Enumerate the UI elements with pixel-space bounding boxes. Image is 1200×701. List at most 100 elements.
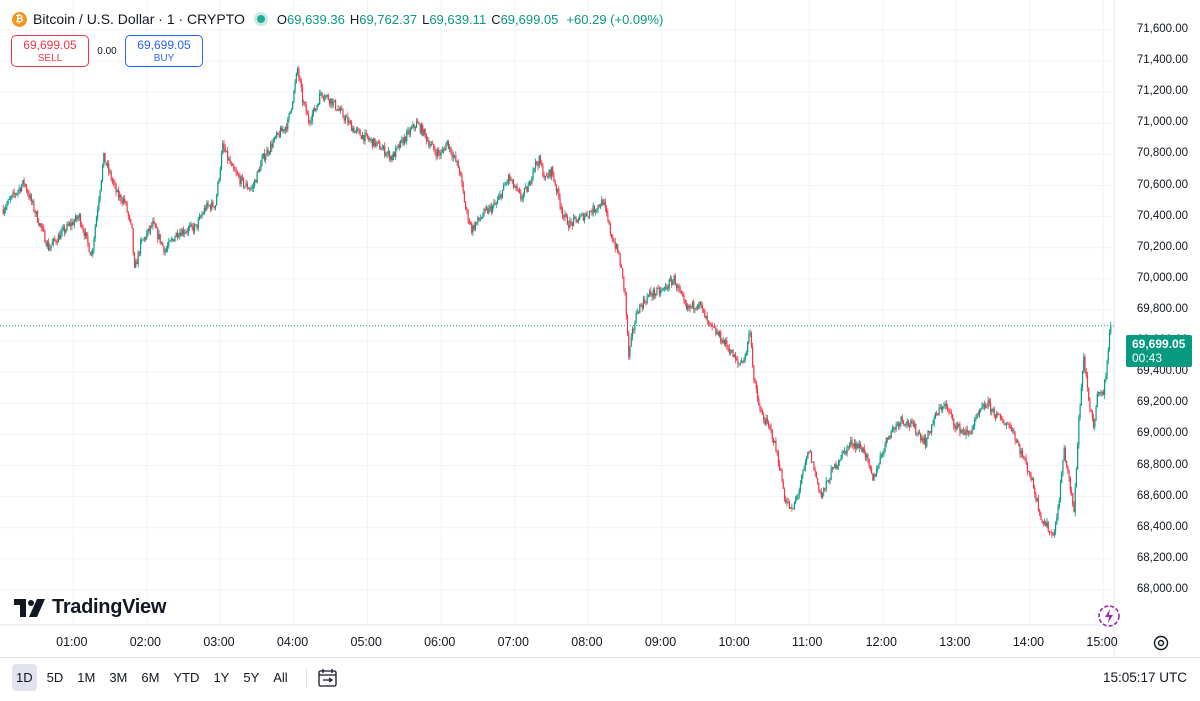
candle	[261, 154, 263, 167]
candle	[398, 141, 400, 151]
candle	[1078, 414, 1080, 449]
candle	[43, 224, 45, 233]
candle	[764, 417, 766, 426]
candle	[158, 230, 160, 241]
candle	[162, 241, 164, 247]
candle	[272, 138, 274, 149]
candle	[639, 303, 641, 314]
candle	[958, 422, 960, 428]
candle	[873, 472, 875, 482]
candle	[395, 144, 397, 160]
candle	[588, 210, 591, 220]
candle	[610, 233, 613, 239]
candle	[804, 458, 806, 472]
candle	[550, 166, 553, 181]
candle	[312, 107, 315, 117]
candle	[994, 414, 997, 422]
candle	[200, 214, 202, 219]
candle	[912, 419, 914, 427]
candle	[108, 160, 110, 176]
candle	[1002, 416, 1004, 424]
range-button-6m[interactable]: 6M	[141, 670, 160, 685]
candle	[465, 200, 467, 211]
candle	[944, 400, 946, 410]
candle	[476, 222, 478, 226]
candle	[163, 245, 165, 256]
candle	[263, 149, 266, 163]
candle	[115, 182, 117, 197]
candle	[674, 273, 676, 286]
candle	[858, 440, 860, 453]
time-tick-label: 10:00	[718, 635, 750, 649]
tradingview-logo[interactable]: TradingView	[14, 596, 166, 619]
candle	[438, 147, 440, 157]
candle	[48, 238, 50, 252]
price-tick-label: 71,000.00	[1136, 116, 1188, 129]
candle	[106, 160, 109, 169]
range-button-1y[interactable]: 1Y	[213, 670, 230, 685]
candle	[350, 119, 353, 131]
candle	[439, 149, 441, 160]
range-button-5d[interactable]: 5D	[46, 670, 64, 685]
candle	[841, 449, 843, 460]
lightning-icon[interactable]	[1097, 604, 1121, 628]
candle	[262, 153, 264, 159]
candle	[170, 236, 172, 243]
range-button-all[interactable]: All	[273, 670, 288, 685]
candle	[996, 410, 998, 419]
candle	[834, 463, 836, 469]
symbol-title[interactable]: Bitcoin / U.S. Dollar · 1 · CRYPTO	[33, 11, 245, 27]
clock-time[interactable]: 15:05:17 UTC	[1102, 670, 1187, 685]
candle	[853, 438, 856, 449]
candle	[924, 434, 927, 450]
gear-icon[interactable]	[1152, 634, 1170, 652]
candle	[489, 203, 491, 212]
candle	[815, 471, 818, 479]
range-button-1m[interactable]: 1M	[77, 670, 96, 685]
candle	[661, 287, 663, 293]
candle	[695, 305, 697, 311]
candle	[201, 211, 203, 220]
candle	[1088, 387, 1090, 401]
candle	[1059, 479, 1062, 503]
range-button-5y[interactable]: 5Y	[243, 670, 260, 685]
candle	[645, 301, 647, 306]
candle	[184, 228, 186, 238]
candle	[117, 186, 120, 201]
range-button-3m[interactable]: 3M	[109, 670, 128, 685]
price-chart[interactable]	[0, 0, 1200, 657]
range-button-ytd[interactable]: YTD	[173, 670, 200, 685]
candle	[809, 449, 811, 453]
price-tick-label: 68,600.00	[1136, 489, 1188, 502]
sell-button[interactable]: 69,699.05 SELL	[11, 35, 89, 67]
candle	[949, 408, 951, 414]
buy-button[interactable]: 69,699.05 BUY	[125, 35, 203, 67]
candle	[962, 427, 965, 436]
candle	[95, 215, 98, 228]
candle	[774, 440, 776, 444]
calendar-range-icon[interactable]	[317, 668, 339, 688]
candle	[620, 263, 622, 269]
candle	[83, 227, 85, 240]
candle	[921, 434, 923, 442]
candle	[721, 338, 723, 345]
candle	[440, 149, 442, 160]
price-tick-label: 71,200.00	[1136, 85, 1188, 98]
candle	[369, 136, 371, 143]
candle	[776, 449, 778, 456]
candle	[195, 224, 197, 226]
candle	[781, 467, 783, 483]
candle	[1094, 418, 1096, 431]
candle	[542, 162, 544, 178]
range-button-1d[interactable]: 1D	[12, 664, 37, 691]
candle	[767, 420, 770, 429]
candle	[927, 430, 929, 440]
candle	[103, 152, 105, 168]
candle	[414, 125, 416, 132]
candle	[27, 188, 29, 197]
candle	[1041, 519, 1043, 524]
candle	[711, 321, 713, 331]
candle	[288, 112, 290, 123]
candle	[434, 146, 436, 155]
candle	[862, 446, 864, 454]
